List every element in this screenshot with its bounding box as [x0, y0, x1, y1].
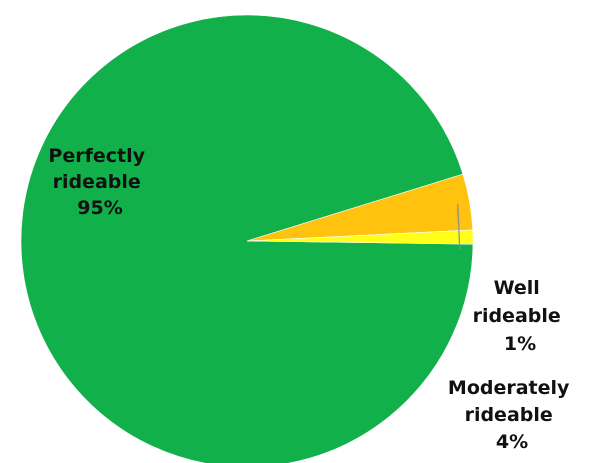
slice-well-rideable [246, 229, 474, 245]
slice-perfectly-rideable [20, 14, 474, 463]
slice-label-moderately-rideable-line-1: Moderately [448, 377, 570, 399]
slice-label-perfectly-rideable-line-2: rideable [53, 171, 141, 193]
slice-label-moderately-rideable-line-2: rideable [465, 404, 553, 426]
slice-label-well-rideable: Well rideable 1% [473, 277, 568, 355]
pie-labels: Perfectly rideable 95% Well rideable 1% … [48, 145, 576, 453]
slice-label-moderately-rideable-line-3: 4% [496, 431, 528, 453]
slice-label-well-rideable-line-1: Well [494, 277, 540, 299]
slice-label-well-rideable-line-2: rideable [473, 305, 561, 327]
pie-slices [20, 14, 474, 463]
slice-label-well-rideable-line-3: 1% [504, 333, 536, 355]
slice-label-perfectly-rideable-line-1: Perfectly [48, 145, 145, 167]
slice-label-perfectly-rideable-line-3: 95% [77, 197, 122, 219]
moderately-rideable-leader-line [457, 203, 461, 250]
slice-label-moderately-rideable: Moderately rideable 4% [448, 377, 576, 453]
slice-label-perfectly-rideable: Perfectly rideable 95% [48, 145, 151, 219]
